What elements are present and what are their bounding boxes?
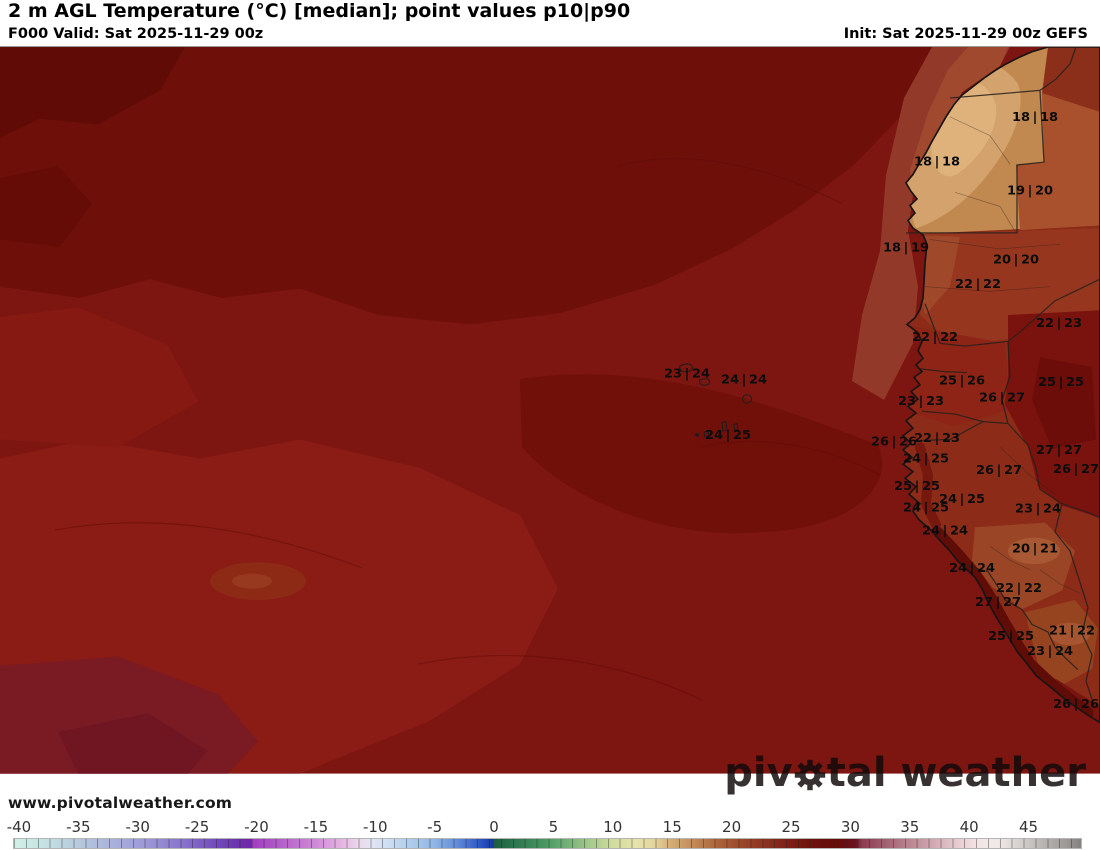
point-value: 24 | 24 — [721, 372, 767, 388]
colorbar-tick-label: -20 — [244, 818, 269, 836]
point-value: 24 | 25 — [903, 451, 949, 467]
colorbar-tick-label: 0 — [489, 818, 499, 836]
point-value: 24 | 24 — [922, 523, 968, 539]
point-value: 24 | 25 — [903, 500, 949, 516]
point-value: 23 | 24 — [664, 366, 710, 382]
point-value: 23 | 23 — [898, 393, 944, 409]
colorbar-tick-label: 25 — [781, 818, 801, 836]
gear-icon — [794, 759, 825, 791]
land-shading — [903, 47, 1100, 723]
colorbar — [13, 838, 1082, 849]
colorbar-tick-label: 5 — [548, 818, 559, 836]
colorbar-tick-label: -15 — [303, 818, 329, 836]
point-value: 21 | 22 — [1049, 623, 1095, 639]
point-value: 22 | 22 — [955, 276, 1001, 292]
point-value: 25 | 26 — [939, 373, 985, 389]
colorbar-tick-label: 40 — [959, 818, 979, 836]
colorbar-tick-label: -5 — [427, 818, 443, 836]
point-value: 26 | 27 — [979, 390, 1025, 406]
init-time-label: Init: Sat 2025-11-29 00z GEFS — [843, 26, 1088, 42]
point-value: 25 | 25 — [988, 628, 1034, 644]
colorbar-tick-label: 45 — [1019, 818, 1039, 836]
country-borders — [906, 46, 1100, 706]
point-value: 26 | 26 — [871, 434, 917, 450]
map-canvas: 18 | 18 18 | 18 19 | 20 18 | 19 20 | 20 22 | … — [0, 46, 1100, 774]
logo-text-right: tal weather — [826, 750, 1086, 796]
point-value: 25 | 25 — [894, 478, 940, 494]
point-value: 23 | 24 — [1027, 644, 1073, 660]
valid-time-label: F000 Valid: Sat 2025-11-29 00z — [8, 26, 264, 42]
map-header: 2 m AGL Temperature (°C) [median]; point… — [0, 0, 1100, 46]
point-value: 20 | 21 — [1012, 541, 1058, 557]
weather-map[interactable]: 18 | 18 18 | 18 19 | 20 18 | 19 20 | 20 22 | … — [0, 46, 1100, 817]
colorbar-tick-label: -40 — [6, 818, 32, 836]
regional-borders — [924, 116, 1081, 594]
point-value: 18 | 18 — [1012, 109, 1058, 125]
logo-text-left: piv — [724, 750, 793, 796]
point-value: 19 | 20 — [1007, 183, 1053, 199]
colorbar-cell-lines — [14, 839, 1081, 848]
colorbar-tick-label: -10 — [363, 818, 388, 836]
colorbar-tick-label: -30 — [125, 818, 150, 836]
colorbar-tick-label: 35 — [900, 818, 920, 836]
point-value: 22 | 23 — [1036, 315, 1082, 331]
colorbar-tick-label: 20 — [722, 818, 742, 836]
point-value: 22 | 22 — [996, 580, 1042, 596]
colorbar-tick-label: 15 — [662, 818, 682, 836]
point-value: 23 | 24 — [1015, 501, 1061, 517]
cape-verde-islands — [679, 363, 753, 438]
point-value: 27 | 27 — [975, 594, 1021, 610]
point-value: 22 | 23 — [914, 430, 960, 446]
colorbar-tick-label: -25 — [184, 818, 210, 836]
point-value: 24 | 25 — [939, 492, 985, 508]
point-value: 24 | 24 — [949, 560, 995, 576]
point-value: 18 | 19 — [883, 240, 929, 256]
colorbar-tick-label: 10 — [603, 818, 623, 836]
point-value: 26 | 27 — [976, 462, 1022, 478]
point-value: 22 | 22 — [912, 329, 958, 345]
page-title: 2 m AGL Temperature (°C) [median]; point… — [8, 0, 631, 22]
watermark-url: www.pivotalweather.com — [8, 794, 233, 812]
point-value: 20 | 20 — [993, 252, 1039, 268]
point-value: 25 | 25 — [1038, 375, 1084, 391]
pivotal-weather-logo: piv tal weather — [724, 753, 1086, 793]
point-value: 27 | 27 — [1036, 443, 1082, 459]
colorbar-tick-label: -35 — [66, 818, 91, 836]
point-value: 18 | 18 — [914, 154, 960, 170]
point-value: 24 | 25 — [705, 427, 751, 443]
point-value: 26 | 26 — [1053, 696, 1099, 712]
colorbar-footer: -40 -35 -30 -25 -20 -15 -10 -5 0 5 10 15 20 25 30 35 40 4… — [0, 816, 1100, 850]
point-value-labels: 18 | 18 18 | 18 19 | 20 18 | 19 20 | 20 22 | … — [664, 109, 1099, 711]
point-value: 26 | 27 — [1053, 461, 1099, 477]
colorbar-tick-label: 30 — [840, 818, 860, 836]
